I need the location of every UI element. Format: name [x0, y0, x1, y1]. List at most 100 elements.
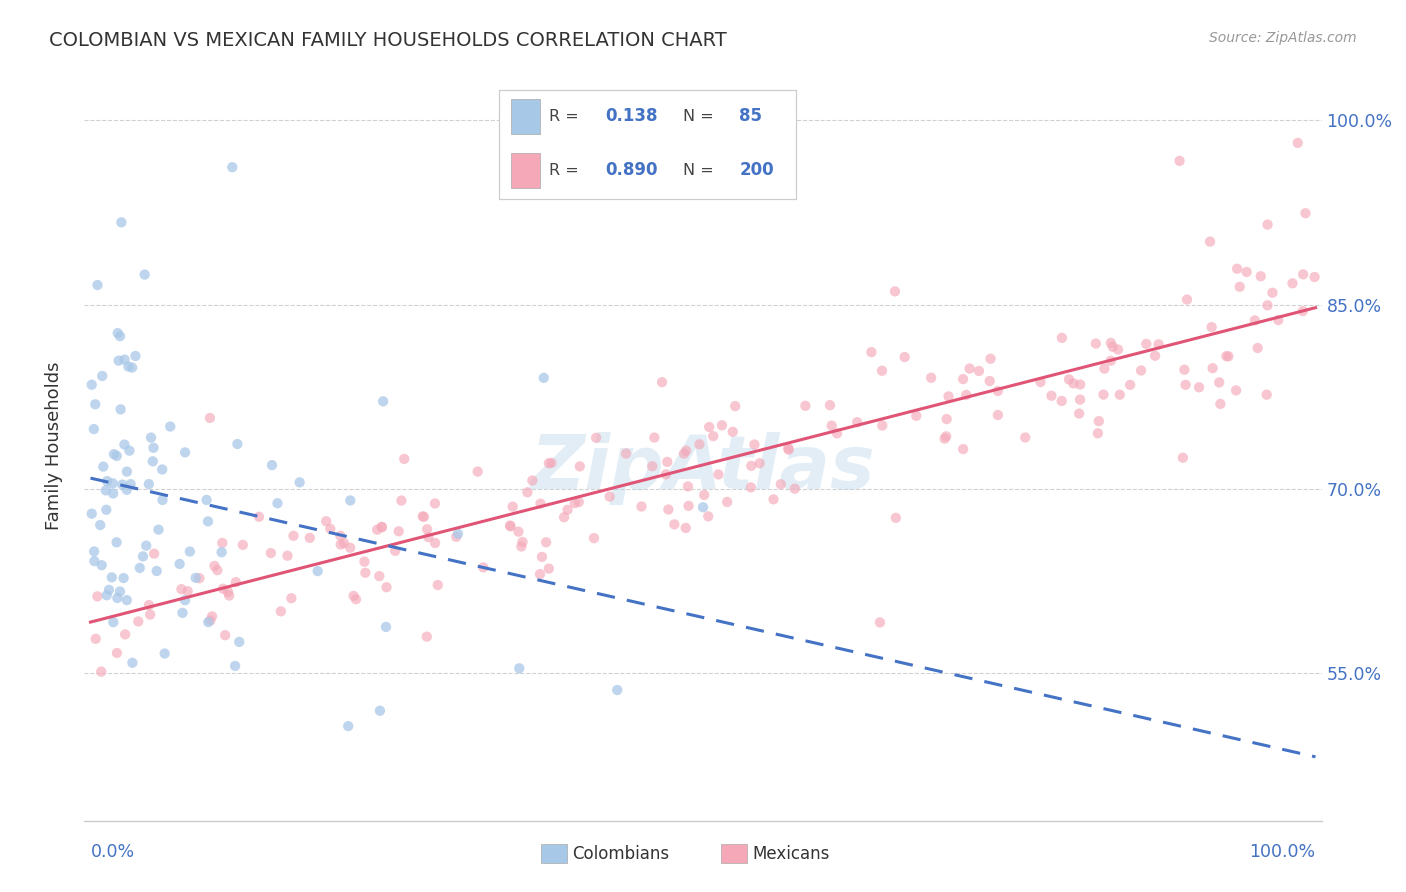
Point — [384, 543, 406, 558]
Point — [218, 589, 240, 603]
Point — [935, 429, 957, 443]
Point — [769, 477, 792, 491]
Point — [614, 446, 637, 460]
Point — [212, 582, 235, 596]
Point — [266, 496, 288, 510]
Text: 100.0%: 100.0% — [1250, 843, 1316, 861]
Point — [169, 557, 191, 571]
Point — [86, 590, 108, 604]
Point — [288, 475, 311, 490]
Point — [1135, 337, 1157, 351]
Point — [606, 683, 628, 698]
Point — [115, 593, 138, 607]
Point — [1243, 313, 1265, 327]
Point — [1246, 341, 1268, 355]
Point — [568, 459, 591, 474]
Point — [201, 609, 224, 624]
Point — [1292, 268, 1315, 282]
Point — [502, 500, 524, 514]
Point — [91, 459, 114, 474]
Point — [724, 399, 747, 413]
Point — [1171, 450, 1194, 465]
Point — [508, 524, 530, 539]
Point — [1088, 414, 1111, 428]
Point — [280, 591, 302, 606]
Point — [124, 349, 146, 363]
Point — [987, 408, 1010, 422]
Point — [1040, 389, 1063, 403]
Point — [697, 509, 720, 524]
Point — [872, 418, 894, 433]
Point — [959, 361, 981, 376]
Point — [794, 399, 817, 413]
Point — [1101, 340, 1123, 354]
Point — [778, 442, 800, 457]
Point — [128, 561, 150, 575]
Point — [762, 492, 785, 507]
Point — [132, 549, 155, 564]
Point — [1209, 397, 1232, 411]
Point — [893, 350, 915, 364]
Point — [1188, 380, 1211, 394]
Y-axis label: Family Households: Family Households — [45, 362, 63, 530]
Point — [121, 360, 143, 375]
Point — [447, 526, 470, 541]
Point — [423, 496, 446, 510]
Point — [1099, 335, 1122, 350]
Point — [418, 530, 440, 544]
Point — [716, 495, 738, 509]
Text: COLOMBIAN VS MEXICAN FAMILY HOUSEHOLDS CORRELATION CHART: COLOMBIAN VS MEXICAN FAMILY HOUSEHOLDS C… — [49, 31, 727, 50]
Point — [135, 539, 157, 553]
Point — [134, 268, 156, 282]
Point — [120, 477, 142, 491]
Text: Mexicans: Mexicans — [752, 845, 830, 863]
Point — [142, 441, 165, 455]
Point — [112, 571, 135, 585]
Point — [1168, 153, 1191, 168]
Point — [225, 575, 247, 590]
Point — [94, 483, 117, 498]
Point — [260, 458, 283, 472]
Point — [152, 493, 174, 508]
Point — [952, 442, 974, 456]
Point — [344, 592, 367, 607]
Text: Colombians: Colombians — [572, 845, 669, 863]
Point — [702, 429, 724, 443]
Point — [585, 431, 607, 445]
Point — [1215, 349, 1237, 363]
Point — [467, 465, 489, 479]
Point — [90, 558, 112, 573]
Point — [675, 443, 697, 458]
Point — [101, 476, 124, 491]
Point — [979, 374, 1001, 388]
Point — [599, 490, 621, 504]
Point — [499, 519, 522, 533]
Point — [118, 443, 141, 458]
Point — [115, 465, 138, 479]
Point — [1303, 270, 1326, 285]
Point — [105, 646, 128, 660]
Point — [96, 474, 118, 488]
Point — [1062, 376, 1084, 391]
Point — [818, 398, 841, 412]
Point — [537, 456, 560, 470]
Point — [678, 499, 700, 513]
Text: ZipAtlas: ZipAtlas — [530, 432, 876, 505]
Point — [153, 647, 176, 661]
Point — [184, 571, 207, 585]
Point — [643, 431, 665, 445]
Point — [337, 719, 360, 733]
Point — [211, 545, 233, 559]
Point — [721, 425, 744, 439]
Point — [283, 529, 305, 543]
Point — [391, 493, 413, 508]
Point — [83, 544, 105, 558]
Point — [148, 523, 170, 537]
Point — [980, 351, 1002, 366]
Point — [472, 560, 495, 574]
Point — [80, 377, 103, 392]
Point — [103, 615, 125, 629]
Point — [568, 495, 591, 509]
Point — [1108, 387, 1130, 401]
Point — [537, 561, 560, 575]
